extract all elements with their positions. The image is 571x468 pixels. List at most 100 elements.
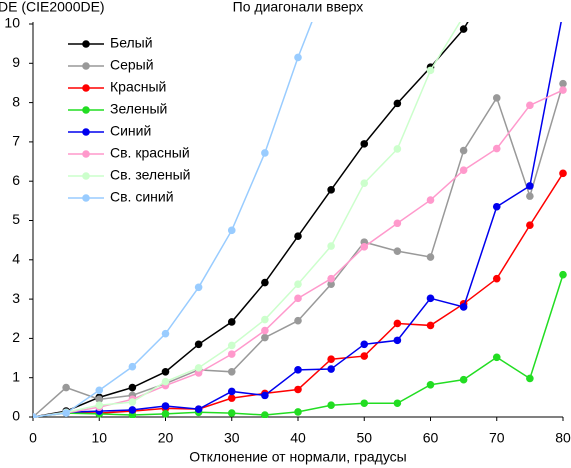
data-point — [128, 383, 137, 392]
legend-marker — [82, 172, 90, 180]
x-tick-label: 80 — [555, 430, 571, 446]
data-point — [559, 169, 567, 178]
legend-marker — [82, 62, 90, 70]
data-point — [294, 385, 302, 394]
data-point — [161, 377, 170, 386]
data-point — [559, 8, 567, 16]
data-point — [327, 401, 335, 410]
data-point — [95, 401, 104, 410]
data-point — [261, 149, 269, 157]
series-line — [33, 22, 469, 418]
data-point — [161, 329, 170, 338]
data-point — [492, 202, 501, 211]
data-point — [327, 186, 335, 194]
data-point — [526, 374, 534, 383]
data-point — [526, 182, 534, 190]
data-point — [227, 350, 236, 358]
y-tick-label: 3 — [12, 290, 20, 306]
data-point — [227, 318, 236, 326]
data-point — [194, 405, 203, 413]
data-point — [360, 340, 369, 349]
legend-marker — [82, 106, 90, 114]
data-point — [393, 336, 402, 345]
data-point — [294, 316, 302, 325]
y-tick-label: 10 — [4, 15, 20, 31]
data-point — [294, 232, 302, 241]
chart-title: По диагонали вверх — [233, 0, 364, 15]
y-tick-label: 7 — [12, 133, 20, 149]
data-point — [327, 242, 335, 250]
data-point — [393, 219, 402, 228]
data-point — [294, 408, 302, 416]
data-point — [426, 66, 435, 75]
data-point — [227, 387, 236, 396]
data-point — [261, 391, 269, 400]
data-point — [559, 79, 567, 88]
data-point — [393, 399, 402, 408]
data-point — [526, 101, 534, 110]
data-point — [62, 409, 70, 417]
data-point — [261, 333, 269, 342]
data-point — [227, 409, 236, 417]
data-point — [294, 294, 302, 303]
data-point — [393, 99, 402, 108]
data-point — [227, 341, 236, 350]
x-tick-label: 20 — [158, 430, 174, 446]
x-tick-label: 10 — [91, 430, 107, 446]
x-tick-label: 0 — [29, 430, 37, 446]
legend-label: Св. зеленый — [110, 167, 190, 183]
legend-label: Синий — [110, 123, 151, 139]
data-point — [33, 413, 37, 418]
data-point — [261, 278, 269, 287]
data-point — [161, 410, 170, 418]
x-tick-label: 60 — [423, 430, 439, 446]
data-point — [128, 362, 137, 371]
data-point — [426, 294, 435, 303]
legend-marker — [82, 150, 90, 158]
data-point — [161, 368, 170, 376]
data-point — [194, 340, 203, 349]
legend-marker — [82, 40, 90, 48]
data-point — [526, 221, 534, 230]
data-point — [261, 315, 269, 324]
data-point — [460, 12, 468, 20]
data-point — [426, 321, 435, 330]
data-point — [327, 280, 335, 288]
data-point — [327, 274, 335, 283]
data-point — [492, 274, 501, 283]
data-point — [360, 179, 369, 187]
data-point — [95, 395, 104, 404]
x-tick-label: 50 — [356, 430, 372, 446]
data-point — [62, 383, 70, 392]
data-point — [360, 352, 369, 360]
data-point — [327, 355, 335, 364]
data-point — [426, 253, 435, 261]
legend-label: Серый — [110, 57, 154, 73]
legend-label: Зеленый — [110, 101, 167, 117]
data-point — [459, 146, 468, 155]
y-tick-label: 4 — [12, 251, 20, 267]
legend-label: Св. красный — [110, 145, 190, 161]
data-point — [128, 398, 137, 406]
data-point — [492, 144, 501, 153]
y-tick-label: 2 — [12, 329, 20, 345]
data-point — [492, 353, 501, 362]
data-point — [526, 192, 534, 200]
y-axis-label: DE (CIE2000DE) — [0, 0, 105, 15]
data-point — [459, 303, 468, 311]
legend-marker — [82, 128, 90, 136]
data-point — [426, 196, 435, 204]
series-line — [33, 22, 562, 418]
y-tick-label: 1 — [12, 368, 20, 384]
data-point — [261, 326, 269, 335]
data-point — [294, 53, 302, 62]
data-point — [360, 243, 369, 251]
data-point — [161, 402, 170, 410]
plot-area — [33, 8, 567, 418]
data-point — [194, 283, 203, 292]
y-tick-label: 0 — [12, 408, 20, 424]
legend-label: Св. синий — [110, 189, 174, 205]
data-point — [227, 226, 236, 235]
data-point — [327, 365, 335, 373]
